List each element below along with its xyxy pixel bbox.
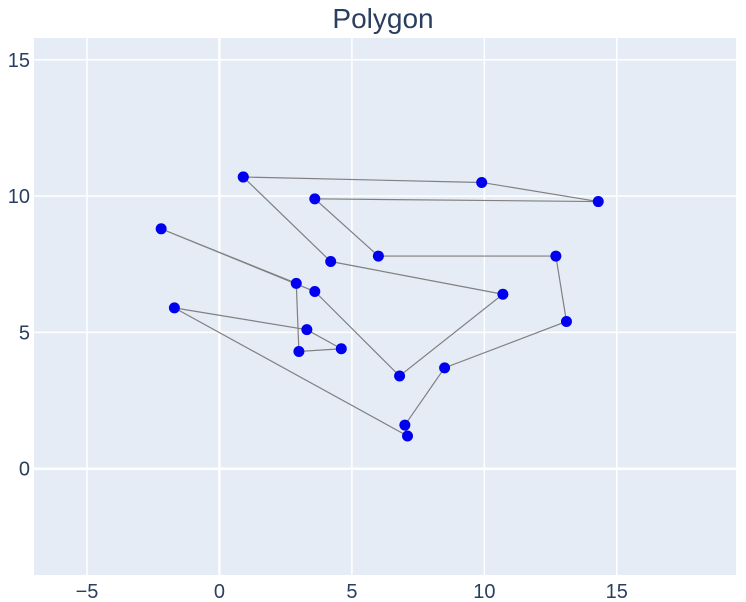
- data-point: [394, 370, 406, 382]
- x-tick-label: 15: [606, 581, 628, 602]
- data-point: [497, 288, 509, 300]
- data-point: [293, 345, 305, 357]
- data-point: [301, 324, 313, 336]
- data-point: [402, 430, 414, 442]
- y-tick-label: 0: [19, 459, 30, 481]
- data-point: [560, 315, 572, 327]
- data-point: [476, 176, 488, 188]
- data-point: [550, 250, 562, 262]
- series-points: [155, 171, 604, 442]
- chart-title: Polygon: [332, 3, 433, 34]
- data-point: [168, 302, 180, 314]
- data-point: [309, 193, 321, 205]
- data-point: [290, 277, 302, 289]
- x-tick-label: 5: [346, 581, 357, 602]
- y-axis-ticks: 0 5 10 15: [8, 50, 30, 481]
- y-tick-label: 5: [19, 322, 30, 344]
- data-point: [335, 343, 347, 355]
- data-point: [325, 256, 337, 268]
- y-tick-label: 15: [8, 50, 30, 72]
- data-point: [439, 362, 451, 374]
- data-point: [372, 250, 384, 262]
- data-point: [309, 286, 321, 298]
- y-tick-label: 10: [8, 186, 30, 208]
- data-point: [237, 171, 249, 183]
- data-point: [592, 196, 604, 208]
- gridlines: [34, 38, 736, 575]
- x-tick-label: −5: [76, 581, 99, 602]
- x-axis-ticks: −5 0 5 10 15: [76, 581, 628, 602]
- data-point: [399, 419, 411, 431]
- x-tick-label: 10: [473, 581, 495, 602]
- plot-area: [34, 38, 736, 575]
- data-point: [155, 223, 167, 235]
- x-tick-label: 0: [214, 581, 225, 602]
